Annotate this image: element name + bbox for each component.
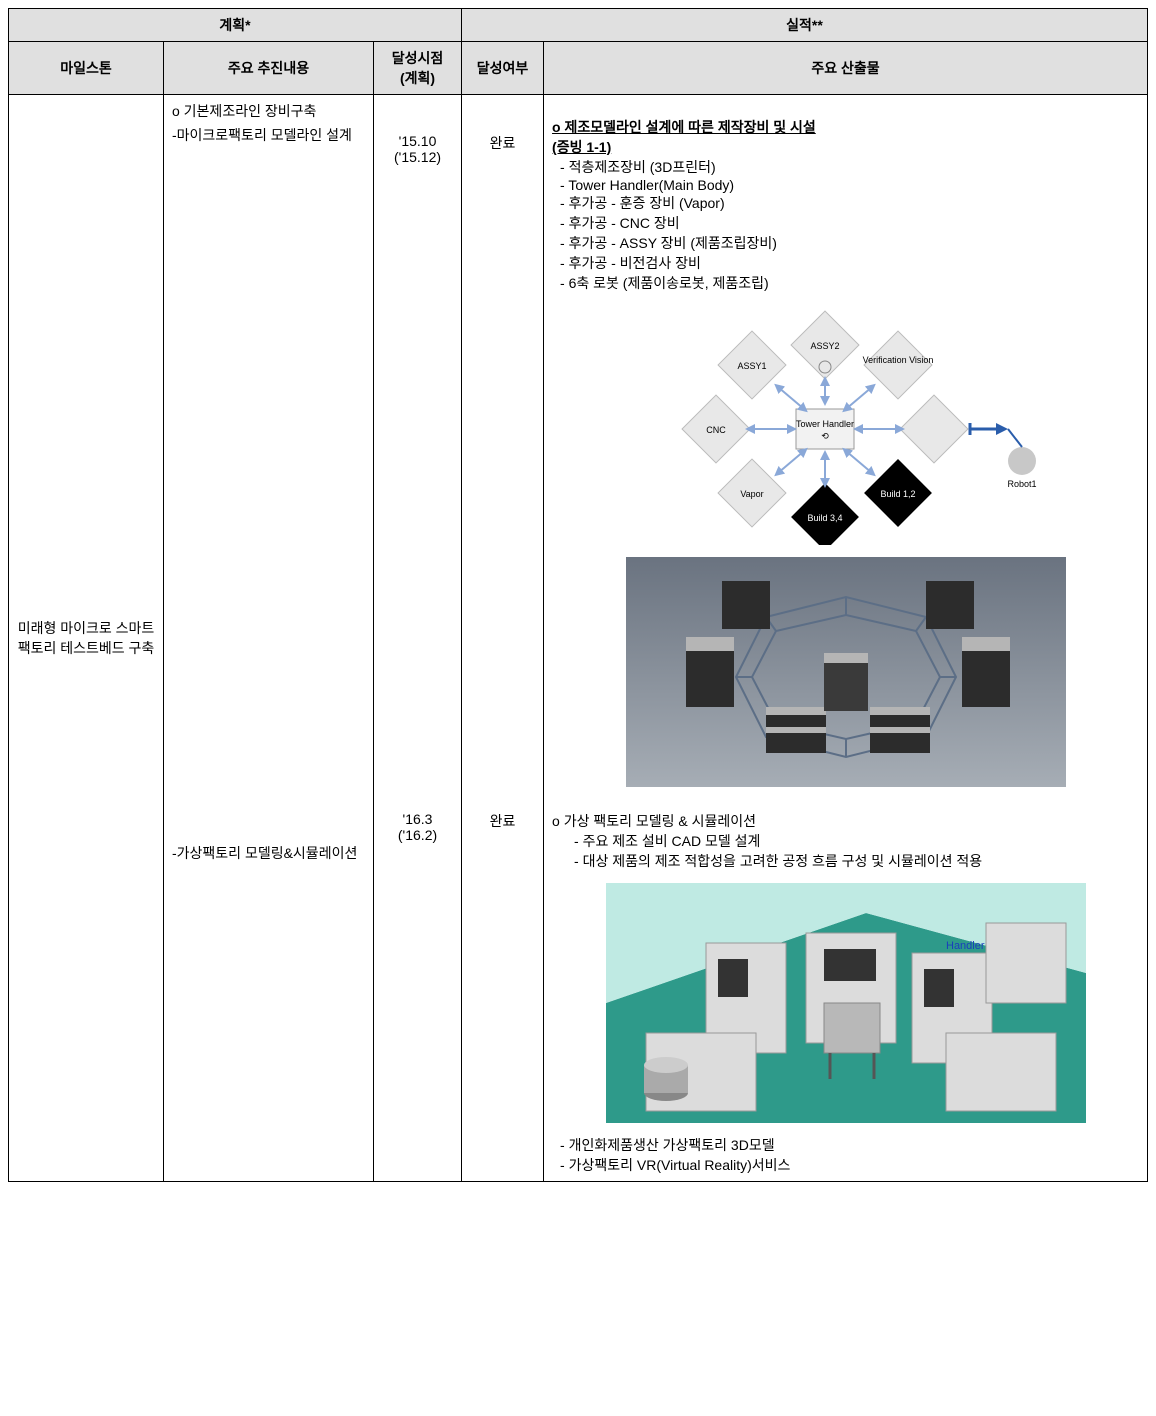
header-result-group: 실적** bbox=[462, 9, 1148, 42]
header-main-content: 주요 추진내용 bbox=[164, 42, 374, 95]
milestone-text: 미래형 마이크로 스마트팩토리 테스트베드 구축 bbox=[18, 620, 155, 656]
output1-item: - 적층제조장비 (3D프린터) bbox=[560, 157, 1139, 177]
achieved1: 완료 bbox=[490, 135, 516, 151]
cell-content-1: o 기본제조라인 장비구축 -마이크로팩토리 모델라인 설계 bbox=[164, 95, 374, 806]
cell-timing-2: '16.3 ('16.2) bbox=[374, 805, 462, 1182]
svg-text:Tower Handler: Tower Handler bbox=[796, 419, 854, 429]
header-timing: 달성시점 (계획) bbox=[374, 42, 462, 95]
cell-output-1: o 제조모델라인 설계에 따른 제작장비 및 시설 (증빙 1-1) - 적층제… bbox=[544, 95, 1148, 806]
output2-item: - 주요 제조 설비 CAD 모델 설계 bbox=[574, 831, 1139, 851]
octagon-diagram: Tower Handler ⟲ ASSY2 Verification Visio… bbox=[552, 305, 1139, 545]
header-milestone: 마일스톤 bbox=[9, 42, 164, 95]
output1-list: - 적층제조장비 (3D프린터) - Tower Handler(Main Bo… bbox=[552, 157, 1139, 293]
svg-text:Verification Vision: Verification Vision bbox=[862, 355, 933, 365]
content1-title: o 기본제조라인 장비구축 bbox=[172, 101, 365, 121]
svg-text:Handler: Handler bbox=[946, 940, 985, 952]
svg-text:⟲: ⟲ bbox=[821, 431, 829, 441]
output1-item: - 후가공 - 비전검사 장비 bbox=[560, 253, 1139, 273]
svg-text:ASSY2: ASSY2 bbox=[810, 341, 839, 351]
timing2: '16.3 bbox=[382, 811, 453, 827]
cell-content-2: -가상팩토리 모델링&시뮬레이션 bbox=[164, 805, 374, 1182]
cell-achieved-2: 완료 bbox=[462, 805, 544, 1182]
output2-trail-item: - 가상팩토리 VR(Virtual Reality)서비스 bbox=[560, 1155, 1139, 1175]
timing1: '15.10 bbox=[382, 133, 453, 149]
sim3d-diagram: Handler bbox=[552, 883, 1139, 1123]
output1-item: - 후가공 - 훈증 장비 (Vapor) bbox=[560, 193, 1139, 213]
cell-achieved-1: 완료 bbox=[462, 95, 544, 806]
header-main-output: 주요 산출물 bbox=[544, 42, 1148, 95]
svg-text:Vapor: Vapor bbox=[740, 489, 763, 499]
output2-trail: - 개인화제품생산 가상팩토리 3D모델 - 가상팩토리 VR(Virtual … bbox=[552, 1135, 1139, 1175]
output1-item: - 후가공 - ASSY 장비 (제품조립장비) bbox=[560, 233, 1139, 253]
output1-item: - 6축 로봇 (제품이송로봇, 제품조립) bbox=[560, 273, 1139, 293]
achieved2: 완료 bbox=[490, 813, 516, 829]
output2-trail-item: - 개인화제품생산 가상팩토리 3D모델 bbox=[560, 1135, 1139, 1155]
render3d-diagram bbox=[552, 557, 1139, 787]
output2-list: - 주요 제조 설비 CAD 모델 설계 - 대상 제품의 제조 적합성을 고려… bbox=[566, 831, 1139, 871]
output1-ref: (증빙 1-1) bbox=[552, 139, 611, 155]
cell-milestone: 미래형 마이크로 스마트팩토리 테스트베드 구축 bbox=[9, 95, 164, 1182]
output1-item: - Tower Handler(Main Body) bbox=[560, 177, 1139, 193]
svg-text:ASSY1: ASSY1 bbox=[737, 361, 766, 371]
header-plan-group: 계획* bbox=[9, 9, 462, 42]
content1-sub: -마이크로팩토리 모델라인 설계 bbox=[172, 125, 365, 145]
svg-text:Build 1,2: Build 1,2 bbox=[880, 489, 915, 499]
timing2-planned: ('16.2) bbox=[382, 827, 453, 843]
timing1-planned: ('15.12) bbox=[382, 149, 453, 165]
output1-item: - 후가공 - CNC 장비 bbox=[560, 213, 1139, 233]
cell-output-2: o 가상 팩토리 모델링 & 시뮬레이션 - 주요 제조 설비 CAD 모델 설… bbox=[544, 805, 1148, 1182]
cell-timing-1: '15.10 ('15.12) bbox=[374, 95, 462, 806]
milestone-table: 계획* 실적** 마일스톤 주요 추진내용 달성시점 (계획) 달성여부 주요 … bbox=[8, 8, 1148, 1182]
svg-text:Build 3,4: Build 3,4 bbox=[807, 513, 842, 523]
output1-title: o 제조모델라인 설계에 따른 제작장비 및 시설 bbox=[552, 119, 816, 135]
output2-title: o 가상 팩토리 모델링 & 시뮬레이션 bbox=[552, 811, 1139, 831]
content2-sub: -가상팩토리 모델링&시뮬레이션 bbox=[172, 843, 365, 863]
output2-item: - 대상 제품의 제조 적합성을 고려한 공정 흐름 구성 및 시뮬레이션 적용 bbox=[574, 851, 1139, 871]
header-achieved: 달성여부 bbox=[462, 42, 544, 95]
svg-text:Robot1: Robot1 bbox=[1007, 479, 1036, 489]
svg-text:CNC: CNC bbox=[706, 425, 726, 435]
